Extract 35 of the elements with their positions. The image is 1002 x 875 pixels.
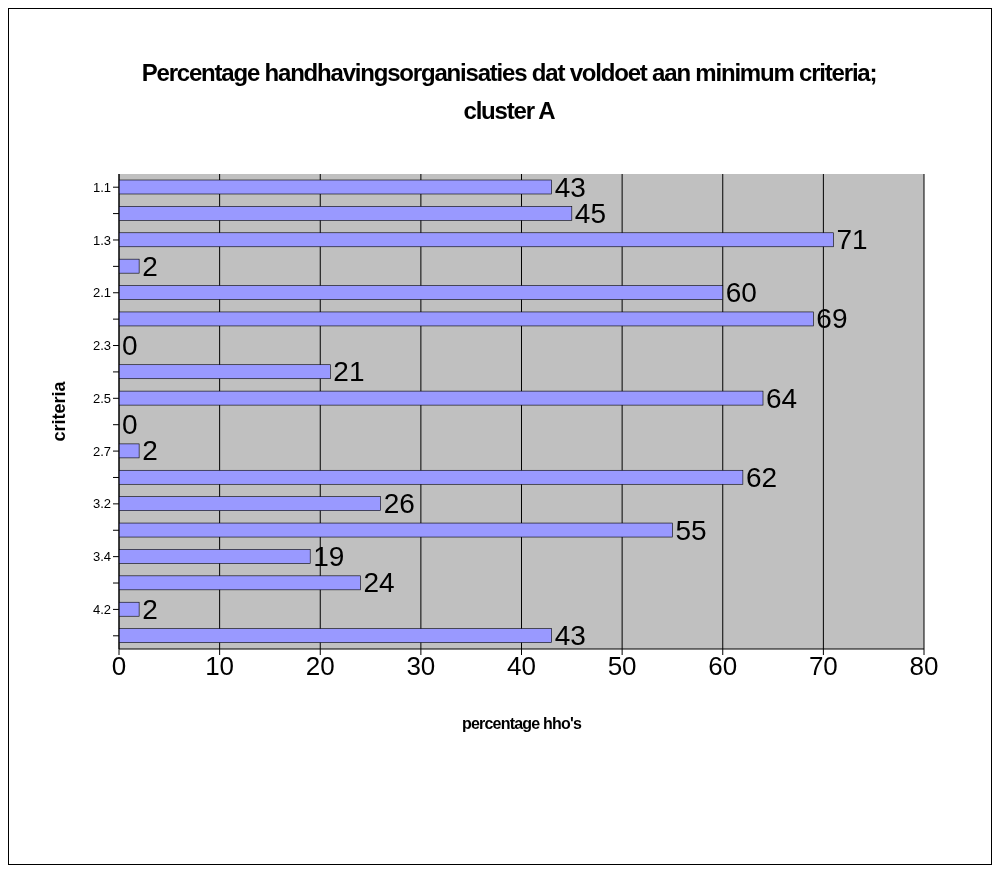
data-label: 2	[142, 593, 158, 625]
x-axis-title: percentage hho's	[461, 715, 582, 732]
y-tick-label: 3.4	[92, 549, 111, 565]
y-tick-label: 1.1	[92, 179, 111, 195]
data-label: 55	[675, 514, 707, 546]
data-label: 0	[122, 409, 138, 440]
y-axis-title: criteria	[49, 380, 70, 442]
y-tick-label: 2.7	[92, 443, 111, 459]
data-label: 62	[745, 461, 778, 493]
chart-title: Percentage handhavingsorganisaties dat voldoet aan minimum criteria; cluster A	[140, 58, 878, 126]
data-label: 2	[142, 435, 158, 467]
data-label: 21	[333, 356, 365, 388]
data-label: 2	[142, 250, 158, 282]
data-label: 64	[766, 382, 798, 414]
y-tick-label: 3.2	[92, 496, 111, 512]
y-tick-label: 2.1	[92, 285, 111, 301]
x-tick-label: 0	[111, 651, 127, 682]
data-label: 24	[363, 567, 395, 599]
data-label: 60	[725, 277, 757, 309]
y-tick-label: 1.3	[92, 232, 111, 248]
x-tick-label: 80	[909, 651, 939, 682]
x-tick-label: 50	[607, 651, 637, 682]
x-tick-label: 10	[205, 651, 235, 682]
y-tick-label: 2.5	[92, 390, 111, 406]
x-tick-label: 20	[305, 651, 335, 682]
x-tick-label: 40	[507, 651, 536, 682]
x-tick-label: 60	[708, 651, 738, 682]
x-tick-label: 70	[808, 651, 838, 682]
x-tick-label: 30	[406, 651, 436, 682]
data-label: 0	[122, 329, 138, 361]
data-label: 43	[554, 620, 586, 652]
data-label: 26	[383, 488, 415, 520]
y-tick-label: 2.3	[92, 338, 111, 354]
data-label: 71	[836, 224, 868, 256]
y-tick-label: 4.2	[92, 602, 111, 618]
